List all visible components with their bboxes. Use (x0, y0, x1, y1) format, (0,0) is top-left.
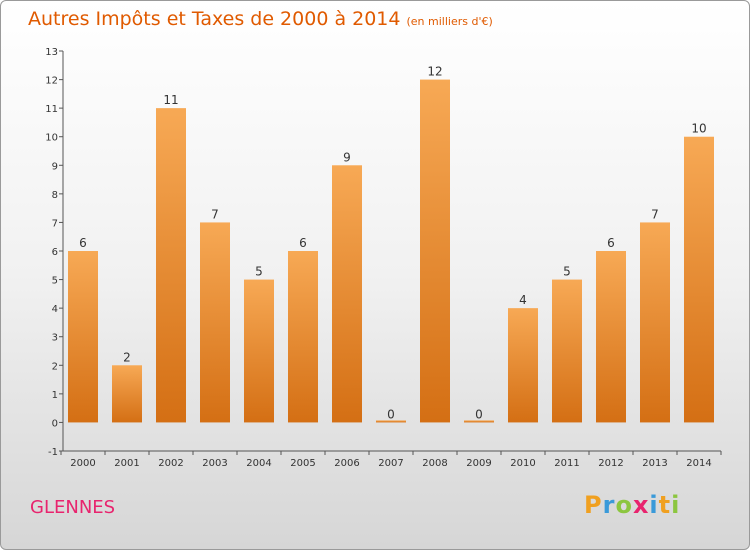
data-label: 0 (387, 407, 395, 421)
y-tick-label: 8 (52, 190, 58, 201)
y-tick-label: 0 (52, 418, 58, 429)
chart-title-text: Autres Impôts et Taxes de 2000 à 2014 (28, 8, 401, 30)
x-tick-label: 2001 (114, 458, 139, 469)
x-tick-label: 2004 (246, 458, 271, 469)
logo-letter: x (632, 491, 650, 519)
bar (508, 308, 538, 423)
bar (684, 136, 714, 423)
bar (332, 165, 362, 423)
y-tick-label: 11 (45, 104, 58, 115)
x-tick-label: 2012 (598, 458, 623, 469)
proxiti-logo: Proxiti (584, 491, 680, 519)
logo-letter: o (615, 491, 633, 519)
y-tick-label: 7 (52, 218, 58, 229)
bar (640, 222, 670, 423)
y-tick-label: 3 (52, 333, 58, 344)
data-label: 11 (163, 93, 178, 107)
logo-letter: t (658, 491, 672, 519)
data-label: 5 (255, 265, 263, 279)
data-label: 4 (519, 293, 527, 307)
bar (552, 279, 582, 423)
bar (376, 420, 406, 423)
x-tick-label: 2000 (70, 458, 95, 469)
data-label: 12 (427, 65, 442, 79)
x-tick-label: 2008 (422, 458, 447, 469)
data-label: 9 (343, 150, 351, 164)
y-tick-label: 6 (52, 247, 58, 258)
x-tick-label: 2010 (510, 458, 535, 469)
bar (68, 251, 98, 423)
x-tick-label: 2013 (642, 458, 667, 469)
y-tick-label: 4 (52, 304, 58, 315)
data-label: 0 (475, 407, 483, 421)
commune-name: GLENNES (30, 497, 116, 518)
y-tick-label: 13 (45, 47, 58, 58)
data-label: 6 (607, 236, 615, 250)
chart-bars (68, 79, 714, 423)
bar (288, 251, 318, 423)
data-label: 7 (651, 207, 659, 221)
logo-letter: r (602, 491, 616, 519)
bar (244, 279, 274, 423)
x-tick-label: 2014 (686, 458, 711, 469)
x-tick-label: 2005 (290, 458, 315, 469)
chart-title: Autres Impôts et Taxes de 2000 à 2014 (en… (28, 8, 493, 30)
y-tick-label: 10 (45, 133, 58, 144)
y-tick-label: 1 (52, 390, 58, 401)
data-label: 2 (123, 350, 131, 364)
bar (112, 365, 142, 423)
y-tick-label: -1 (48, 447, 58, 458)
x-tick-label: 2011 (554, 458, 579, 469)
bar (420, 79, 450, 423)
y-tick-label: 2 (52, 361, 58, 372)
logo-letter: P (584, 491, 603, 519)
data-label: 5 (563, 265, 571, 279)
chart-labels: 6 2 11 7 5 6 9 0 12 0 4 5 6 7 10 (79, 65, 706, 422)
x-tick-label: 2006 (334, 458, 359, 469)
data-label: 6 (79, 236, 87, 250)
data-label: 10 (691, 122, 706, 136)
data-label: 6 (299, 236, 307, 250)
y-tick-label: 12 (45, 76, 58, 87)
logo-letter: i (671, 491, 681, 519)
y-tick-label: 5 (52, 276, 58, 287)
bar (464, 420, 494, 423)
data-label: 7 (211, 207, 219, 221)
bar (596, 251, 626, 423)
x-tick-label: 2002 (158, 458, 183, 469)
bar (156, 108, 186, 423)
chart-subtitle: (en milliers d'€) (406, 15, 493, 28)
logo-letter: i (649, 491, 659, 519)
bar (200, 222, 230, 423)
x-tick-label: 2003 (202, 458, 227, 469)
x-tick-label: 2007 (378, 458, 403, 469)
x-tick-label: 2009 (466, 458, 491, 469)
y-tick-label: 9 (52, 161, 58, 172)
